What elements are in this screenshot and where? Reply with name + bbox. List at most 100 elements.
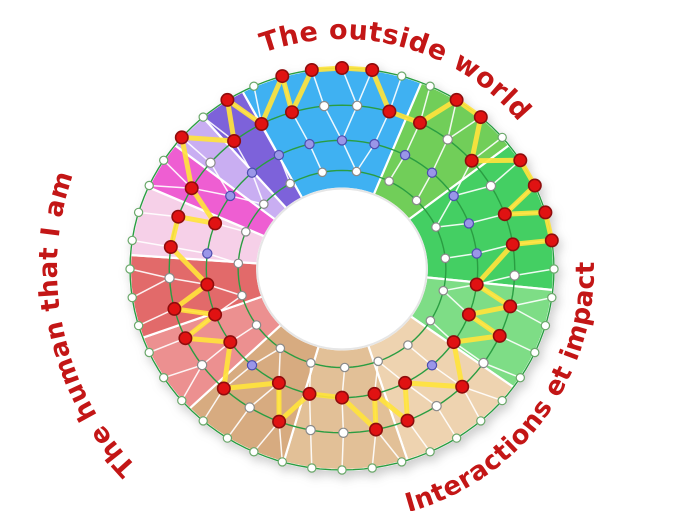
highlight-node bbox=[497, 207, 512, 222]
highlight-node bbox=[275, 69, 290, 84]
node bbox=[251, 320, 262, 330]
highlight-node bbox=[223, 335, 238, 350]
node bbox=[317, 167, 328, 178]
highlight-node bbox=[271, 375, 286, 390]
node bbox=[164, 272, 175, 284]
highlight-node bbox=[449, 92, 464, 107]
node bbox=[205, 157, 216, 168]
node bbox=[384, 176, 394, 186]
node bbox=[285, 178, 295, 189]
highlight-node bbox=[365, 62, 380, 77]
node bbox=[373, 356, 383, 367]
node bbox=[497, 395, 507, 406]
node bbox=[127, 292, 137, 303]
node bbox=[198, 416, 208, 426]
highlight-node bbox=[334, 390, 349, 405]
node bbox=[411, 195, 422, 206]
highlight-node bbox=[216, 381, 231, 396]
node bbox=[397, 457, 407, 467]
node bbox=[425, 81, 435, 91]
highlight-node bbox=[461, 307, 476, 322]
node bbox=[144, 180, 154, 191]
node bbox=[425, 447, 435, 457]
node bbox=[540, 320, 551, 331]
node bbox=[351, 166, 362, 177]
highlight-node bbox=[382, 104, 397, 119]
node bbox=[127, 235, 137, 246]
node bbox=[485, 180, 497, 192]
donut-wheel bbox=[125, 60, 559, 475]
highlight-node bbox=[227, 134, 242, 149]
node bbox=[463, 218, 475, 229]
highlight-node bbox=[200, 277, 215, 292]
node bbox=[237, 290, 247, 301]
highlight-node bbox=[398, 375, 413, 390]
highlight-node bbox=[284, 105, 299, 120]
node bbox=[246, 360, 258, 371]
node bbox=[158, 373, 169, 383]
node bbox=[241, 227, 251, 237]
node bbox=[476, 416, 486, 426]
highlight-node bbox=[503, 299, 518, 314]
node bbox=[369, 138, 380, 150]
node bbox=[246, 167, 258, 178]
node bbox=[133, 207, 144, 218]
node bbox=[275, 343, 286, 354]
node bbox=[158, 155, 169, 165]
node bbox=[403, 340, 413, 350]
node bbox=[440, 253, 451, 264]
highlight-node bbox=[538, 205, 553, 220]
node bbox=[337, 465, 347, 475]
highlight-node bbox=[302, 386, 317, 401]
node bbox=[426, 167, 438, 178]
highlight-node bbox=[527, 178, 542, 193]
highlight-node bbox=[544, 233, 559, 248]
node bbox=[202, 248, 213, 259]
node bbox=[125, 264, 135, 274]
node bbox=[144, 347, 154, 358]
node bbox=[338, 427, 349, 438]
node bbox=[442, 134, 453, 145]
highlight-node bbox=[208, 216, 223, 231]
highlight-node bbox=[272, 414, 287, 429]
node bbox=[177, 395, 187, 406]
node bbox=[426, 360, 438, 371]
node bbox=[367, 463, 377, 473]
highlight-node bbox=[412, 115, 427, 130]
node bbox=[258, 199, 269, 209]
node bbox=[305, 358, 316, 368]
node bbox=[425, 315, 436, 326]
node bbox=[244, 402, 255, 413]
highlight-node bbox=[400, 413, 415, 428]
node bbox=[225, 190, 236, 202]
highlight-node bbox=[505, 237, 520, 252]
node bbox=[305, 424, 316, 436]
node bbox=[351, 100, 363, 112]
node bbox=[196, 359, 208, 371]
highlight-node bbox=[178, 331, 193, 346]
highlight-node bbox=[473, 110, 488, 125]
highlight-node bbox=[171, 209, 186, 224]
node bbox=[304, 138, 315, 150]
highlight-node bbox=[163, 240, 178, 255]
node bbox=[273, 149, 285, 161]
highlight-node bbox=[304, 62, 319, 77]
node bbox=[451, 433, 462, 443]
node bbox=[431, 222, 441, 232]
node bbox=[277, 457, 287, 467]
highlight-node bbox=[446, 335, 461, 350]
highlight-node bbox=[455, 379, 470, 394]
highlight-node bbox=[184, 181, 199, 196]
node bbox=[431, 400, 442, 412]
highlight-node bbox=[368, 422, 383, 437]
node bbox=[471, 248, 482, 259]
highlight-node bbox=[469, 277, 484, 292]
node bbox=[336, 135, 348, 146]
highlight-node bbox=[254, 117, 269, 132]
node bbox=[515, 373, 526, 383]
highlight-node bbox=[174, 130, 189, 145]
node bbox=[549, 264, 559, 274]
node bbox=[198, 112, 208, 122]
node bbox=[438, 285, 449, 296]
